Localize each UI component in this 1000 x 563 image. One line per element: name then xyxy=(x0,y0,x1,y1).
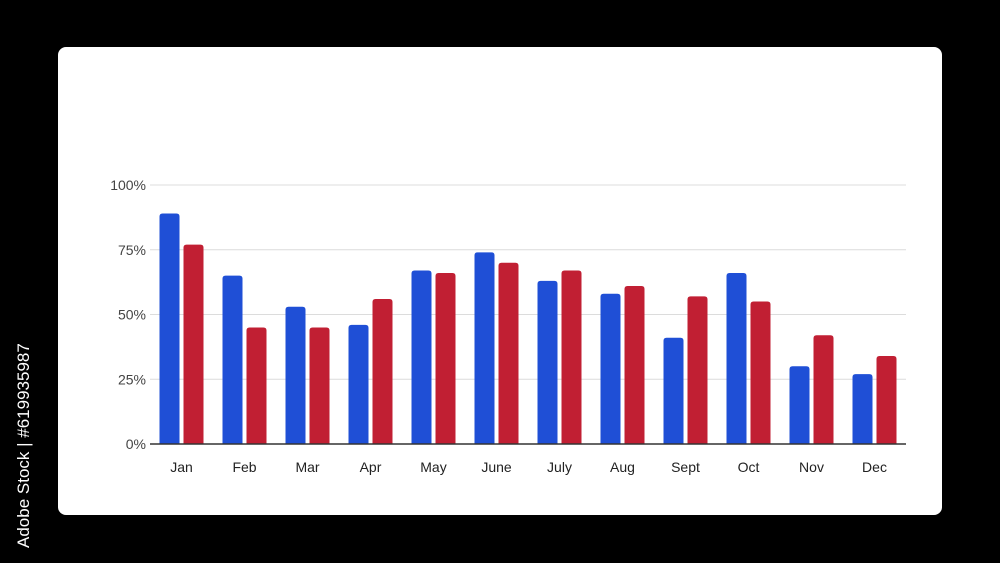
bar-oct-series-2 xyxy=(750,301,771,444)
x-tick-label: Aug xyxy=(610,459,635,475)
x-tick-label: Feb xyxy=(232,459,256,475)
bar-june-series-1 xyxy=(474,252,495,444)
bar-dec-series-1 xyxy=(852,374,873,444)
side-watermark-text: Adobe Stock | #619935987 xyxy=(14,343,33,548)
bar-aug-series-2 xyxy=(624,286,645,444)
bar-july-series-2 xyxy=(561,270,582,444)
y-tick-label: 100% xyxy=(110,177,146,193)
x-tick-label: Jan xyxy=(170,459,193,475)
y-tick-label: 0% xyxy=(126,436,146,452)
bars xyxy=(159,213,897,444)
bar-apr-series-2 xyxy=(372,298,393,444)
bar-july-series-1 xyxy=(537,280,558,444)
y-tick-label: 50% xyxy=(118,307,146,323)
y-axis-ticks: 0% 25% 50% 75% 100% xyxy=(110,177,146,452)
bar-mar-series-1 xyxy=(285,306,306,444)
bar-nov-series-1 xyxy=(789,366,810,444)
bar-feb-series-2 xyxy=(246,327,267,444)
bar-may-series-1 xyxy=(411,270,432,444)
x-tick-label: Nov xyxy=(799,459,824,475)
bar-aug-series-1 xyxy=(600,293,621,444)
x-tick-label: Apr xyxy=(360,459,382,475)
x-axis-labels: Jan Feb Mar Apr May June July Aug Sept Oct Nov Dec xyxy=(170,459,887,475)
x-tick-label: July xyxy=(547,459,572,475)
bar-may-series-2 xyxy=(435,273,456,444)
bar-apr-series-1 xyxy=(348,324,369,444)
x-tick-label: Oct xyxy=(738,459,760,475)
chart-card: 0% 25% 50% 75% 100% Jan Feb Mar Apr May June July A… xyxy=(58,47,942,515)
bar-nov-series-2 xyxy=(813,335,834,444)
bar-oct-series-1 xyxy=(726,273,747,444)
bar-sept-series-2 xyxy=(687,296,708,444)
bar-jan-series-1 xyxy=(159,213,180,444)
bar-dec-series-2 xyxy=(876,355,897,444)
x-tick-label: Mar xyxy=(295,459,319,475)
x-tick-label: June xyxy=(481,459,512,475)
bar-mar-series-2 xyxy=(309,327,330,444)
grid-lines xyxy=(150,184,906,380)
x-tick-label: May xyxy=(420,459,446,475)
x-tick-label: Sept xyxy=(671,459,700,475)
y-tick-label: 25% xyxy=(118,371,146,387)
y-tick-label: 75% xyxy=(118,242,146,258)
bar-sept-series-1 xyxy=(663,337,684,444)
bar-feb-series-1 xyxy=(222,275,243,444)
bar-chart: 0% 25% 50% 75% 100% Jan Feb Mar Apr May June July A… xyxy=(110,177,906,475)
bar-june-series-2 xyxy=(498,262,519,444)
x-tick-label: Dec xyxy=(862,459,887,475)
bar-jan-series-2 xyxy=(183,244,204,444)
